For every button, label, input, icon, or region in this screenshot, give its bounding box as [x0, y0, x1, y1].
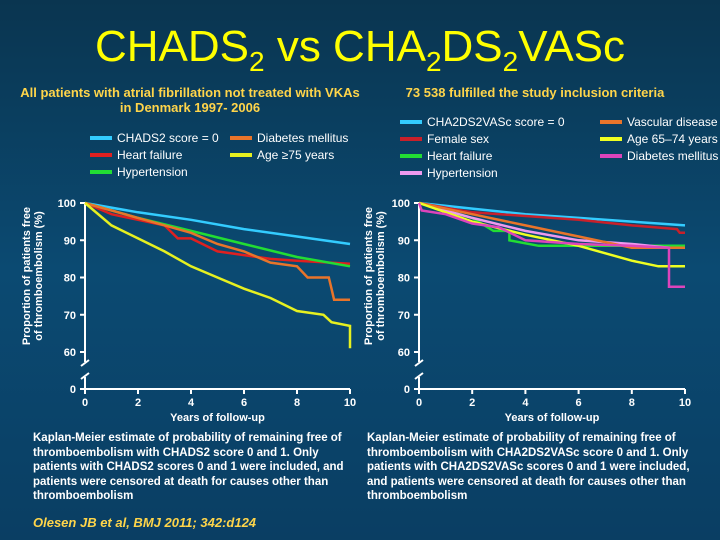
series-line [417, 202, 685, 289]
right-caption: Kaplan-Meier estimate of probability of … [367, 432, 690, 502]
left-subtitle: All patients with atrial fibrillation no… [20, 85, 360, 115]
series-line [84, 201, 351, 268]
legend-label: Hypertension [117, 164, 188, 179]
x-tick-label: 10 [344, 397, 356, 409]
legend-swatch [90, 152, 112, 157]
x-tick-label: 2 [469, 397, 475, 409]
series-line [84, 201, 351, 265]
series-line [84, 201, 350, 302]
y-axis-label: Proportion of patients free [21, 207, 33, 345]
x-axis-label: Years of follow-up [505, 412, 600, 424]
series-line [418, 201, 685, 268]
y-tick-label: 70 [398, 310, 410, 322]
legend-item: Heart failure [400, 147, 600, 164]
legend-label: Heart failure [117, 147, 183, 162]
y-tick-label: 100 [58, 198, 76, 210]
left-legend: CHADS2 score = 0 Heart failure Hypertensio… [90, 129, 370, 183]
legend-swatch [600, 153, 622, 158]
legend-item: Age ≥75 years [230, 146, 370, 163]
legend-swatch [400, 119, 422, 124]
y-tick-label: 90 [398, 235, 410, 247]
axis-break [80, 359, 90, 380]
x-tick-label: 8 [294, 397, 300, 409]
y-tick-label: 60 [64, 347, 76, 359]
legend-label: Age ≥75 years [257, 147, 335, 162]
y-tick-label: 70 [64, 310, 76, 322]
x-axis-label: Years of follow-up [170, 412, 265, 424]
series-line [418, 201, 685, 235]
legend-label: Vascular disease [627, 114, 718, 129]
y-tick-label: 90 [64, 235, 76, 247]
legend-swatch [600, 119, 622, 124]
x-tick-label: 4 [188, 397, 195, 409]
legend-item: Hypertension [90, 163, 230, 180]
legend-label: Age 65–74 years [627, 131, 718, 146]
x-tick-label: 2 [135, 397, 141, 409]
legend-swatch [400, 170, 422, 175]
y-tick-label: 80 [64, 273, 76, 285]
y-tick-label: 60 [398, 347, 410, 359]
legend-label: Hypertension [427, 165, 498, 180]
legend-label: Diabetes mellitus [627, 148, 719, 163]
y-tick-label: 0 [404, 384, 410, 396]
x-tick-label: 10 [679, 397, 691, 409]
y-axis-label: of thromboembolism (%) [375, 211, 387, 341]
right-chart: 0 60 70 80 90 100 0 2 4 6 8 10 Years of follow-up Pro… [363, 198, 691, 424]
legend-item: Diabetes mellitus [230, 129, 370, 146]
series-line [418, 201, 686, 227]
legend-label: Female sex [427, 131, 490, 146]
x-tick-label: 0 [416, 397, 422, 409]
legend-swatch [230, 152, 252, 157]
y-axis-label: of thromboembolism (%) [33, 211, 45, 341]
reference: Olesen JB et al, BMJ 2011; 342:d124 [33, 515, 257, 530]
legend-item: Heart failure [90, 146, 230, 163]
legend-item: Vascular disease [600, 113, 720, 130]
right-subtitle: 73 538 fulfilled the study inclusion cri… [405, 85, 665, 100]
y-axis-label: Proportion of patients free [363, 207, 375, 345]
series-line [84, 201, 351, 246]
legend-swatch [90, 135, 112, 140]
slide-title: CHADS2 vs CHA2DS2VASc [94, 22, 626, 77]
series-line [84, 202, 352, 349]
legend-label: CHA2DS2VASc score = 0 [427, 114, 565, 129]
legend-swatch [600, 136, 622, 141]
legend-label: Diabetes mellitus [257, 130, 349, 145]
series-line [418, 201, 685, 249]
legend-swatch [400, 136, 422, 141]
legend-item: Age 65–74 years [600, 130, 720, 147]
left-chart: 0 60 70 80 90 100 0 2 4 6 8 10 Years of follow-up Pro… [21, 198, 356, 424]
axis-break [414, 359, 424, 380]
legend-item: Hypertension [400, 164, 600, 181]
legend-swatch [230, 135, 252, 140]
legend-swatch [90, 169, 112, 174]
left-caption: Kaplan-Meier estimate of probability of … [33, 432, 344, 502]
legend-item: CHADS2 score = 0 [90, 129, 230, 146]
legend-label: Heart failure [427, 148, 493, 163]
y-tick-label: 100 [392, 198, 410, 210]
legend-label: CHADS2 score = 0 [117, 130, 219, 145]
x-tick-label: 8 [629, 397, 635, 409]
legend-item: Female sex [400, 130, 600, 147]
x-tick-label: 6 [576, 397, 582, 409]
x-tick-label: 6 [241, 397, 247, 409]
legend-swatch [400, 153, 422, 158]
y-tick-label: 80 [398, 273, 410, 285]
legend-item: CHA2DS2VASc score = 0 [400, 113, 600, 130]
right-legend: CHA2DS2VASc score = 0 Female sex Heart fai… [400, 113, 720, 183]
legend-item: Diabetes mellitus [600, 147, 720, 164]
y-tick-label: 0 [70, 384, 76, 396]
x-tick-label: 4 [522, 397, 529, 409]
x-tick-label: 0 [82, 397, 88, 409]
